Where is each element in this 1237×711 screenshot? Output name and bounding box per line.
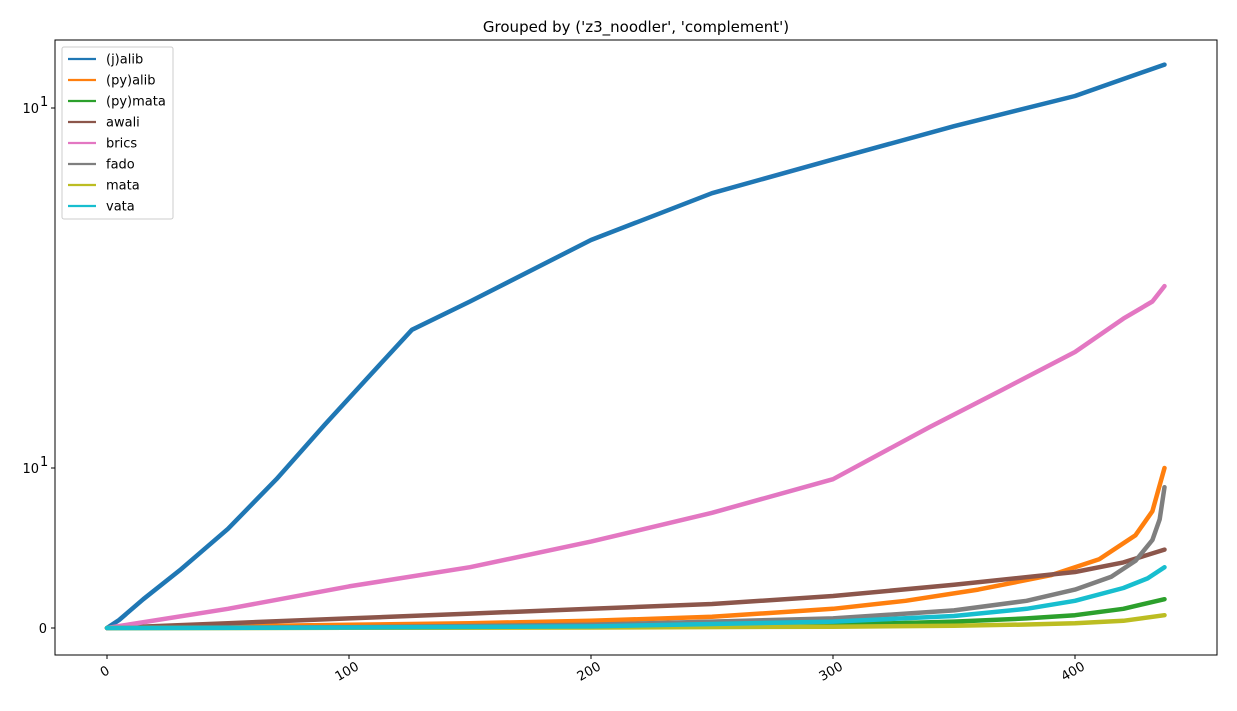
y-tick-label: 10 (22, 102, 39, 117)
legend-label: (py)alib (106, 74, 156, 89)
series-line-0 (104, 62, 1167, 631)
y-tick-label: 0 (39, 622, 47, 637)
plot-area (104, 62, 1167, 631)
x-tick-label: 300 (817, 659, 846, 684)
legend-label: (py)mata (106, 95, 166, 110)
series-line-1 (104, 465, 1167, 631)
legend-label: fado (106, 158, 135, 173)
legend-box (61, 46, 174, 220)
legend-label: mata (106, 179, 140, 194)
legend-label: vata (106, 200, 135, 215)
x-tick-label: 400 (1059, 659, 1088, 684)
x-tick-label: 0 (98, 663, 113, 680)
legend-label: brics (106, 137, 137, 152)
x-tick-label: 200 (575, 659, 604, 684)
y-tick-label-exponent: 1 (40, 95, 48, 110)
series-line-3 (104, 547, 1167, 631)
legend: (j)alib (py)alib (py)mata awali brics fado mat… (61, 46, 174, 220)
series-line-4 (104, 283, 1167, 631)
y-tick-label-exponent: 1 (40, 455, 48, 470)
axes-frame (54, 39, 1218, 656)
legend-label: awali (106, 116, 140, 131)
x-tick-label: 100 (333, 659, 362, 684)
chart-title: Grouped by ('z3_noodler', 'complement') (483, 18, 789, 37)
series-line-7 (104, 564, 1167, 631)
y-tick-label: 10 (22, 462, 39, 477)
legend-label: (j)alib (106, 53, 143, 68)
